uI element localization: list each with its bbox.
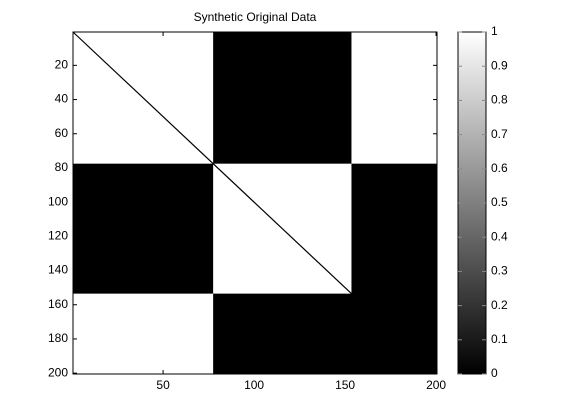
- colorbar-tick-label: 0: [491, 366, 498, 380]
- colorbar-tick-label: 1: [491, 24, 498, 38]
- colorbar-tick-label: 0.4: [491, 229, 508, 243]
- heatmap-block: [73, 293, 214, 375]
- heatmap-block: [213, 293, 352, 375]
- y-tick-label: 120: [48, 229, 68, 243]
- heatmap-block: [351, 163, 438, 295]
- y-tick-label: 180: [48, 331, 68, 345]
- heatmap-block: [73, 163, 214, 295]
- diagonal: [72, 31, 438, 375]
- plot-frame: [72, 31, 438, 375]
- x-tick-label: 100: [244, 378, 264, 392]
- y-tick-label: 100: [48, 194, 68, 208]
- colorbar: [457, 31, 487, 375]
- plot-area: [72, 31, 438, 375]
- colorbar-tick-label: 0.8: [491, 93, 508, 107]
- y-tick-label: 140: [48, 263, 68, 277]
- colorbar-tick-label: 0.3: [491, 264, 508, 278]
- y-tick-label: 20: [55, 58, 69, 72]
- heatmap-block: [351, 32, 438, 165]
- colorbar-tick-label: 0.7: [491, 127, 508, 141]
- colorbar-tick-label: 0.6: [491, 161, 508, 175]
- chart-title: Synthetic Original Data: [194, 10, 317, 24]
- colorbar-tick-label: 0.9: [491, 58, 508, 72]
- heatmap-block: [213, 32, 352, 165]
- colorbar-tick-label: 0.5: [491, 195, 508, 209]
- y-tick-label: 60: [55, 126, 69, 140]
- colorbar-tick-label: 0.2: [491, 298, 508, 312]
- y-tick-label: 160: [48, 297, 68, 311]
- y-tick-label: 80: [55, 160, 69, 174]
- y-tick-label: 40: [55, 92, 69, 106]
- x-tick-label: 150: [335, 378, 355, 392]
- x-tick-label: 50: [156, 378, 170, 392]
- y-tick-label: 200: [48, 365, 68, 379]
- colorbar-tick-label: 0.1: [491, 332, 508, 346]
- x-tick-label: 200: [426, 378, 446, 392]
